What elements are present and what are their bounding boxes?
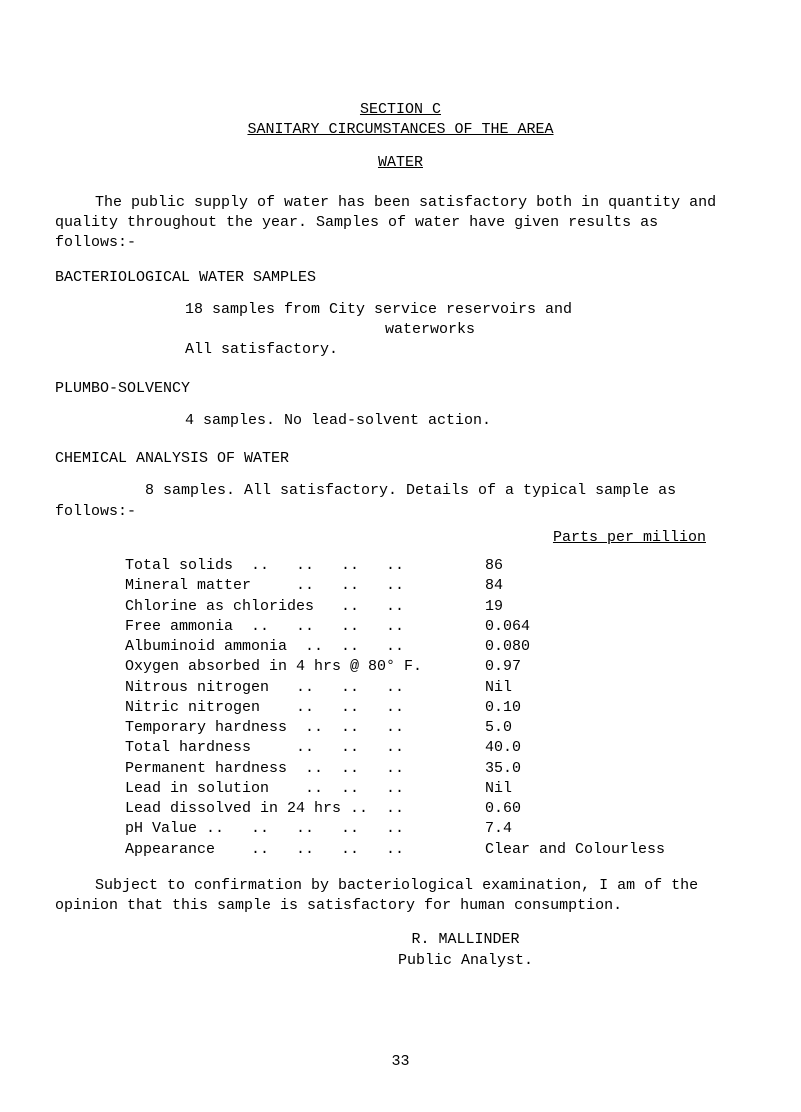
table-row: Total hardness .. .. ..40.0 xyxy=(55,738,746,758)
row-label: Temporary hardness .. .. .. xyxy=(125,718,465,738)
analyst-name: R. MALLINDER xyxy=(185,930,746,950)
row-value: 7.4 xyxy=(465,819,746,839)
plumbo-block: 4 samples. No lead-solvent action. xyxy=(55,411,746,431)
row-value: 84 xyxy=(465,576,746,596)
table-row: pH Value .. .. .. .. ..7.4 xyxy=(55,819,746,839)
row-label: Chlorine as chlorides .. .. xyxy=(125,597,465,617)
row-value: 40.0 xyxy=(465,738,746,758)
row-label: Lead in solution .. .. .. xyxy=(125,779,465,799)
row-label: Oxygen absorbed in 4 hrs @ 80° F. xyxy=(125,657,465,677)
table-row: Lead dissolved in 24 hrs .. ..0.60 xyxy=(55,799,746,819)
row-value: 35.0 xyxy=(465,759,746,779)
row-value: 0.064 xyxy=(465,617,746,637)
analyst-title: Public Analyst. xyxy=(185,951,746,971)
analysis-table: Total solids .. .. .. ..86Mineral matter… xyxy=(55,556,746,860)
table-row: Mineral matter .. .. ..84 xyxy=(55,576,746,596)
row-label: Mineral matter .. .. .. xyxy=(125,576,465,596)
bacteriological-block: 18 samples from City service reservoirs … xyxy=(55,300,746,361)
chemical-follows: follows:- xyxy=(55,503,136,520)
row-label: Total solids .. .. .. .. xyxy=(125,556,465,576)
row-value: 0.10 xyxy=(465,698,746,718)
page-number: 33 xyxy=(391,1052,409,1072)
bact-line-1: 18 samples from City service reservoirs … xyxy=(185,300,746,320)
row-value: 5.0 xyxy=(465,718,746,738)
table-row: Free ammonia .. .. .. ..0.064 xyxy=(55,617,746,637)
chemical-heading: CHEMICAL ANALYSIS OF WATER xyxy=(55,449,746,469)
row-value: 86 xyxy=(465,556,746,576)
section-label: SECTION C xyxy=(360,101,441,118)
row-label: Nitric nitrogen .. .. .. xyxy=(125,698,465,718)
row-label: Permanent hardness .. .. .. xyxy=(125,759,465,779)
table-row: Nitric nitrogen .. .. ..0.10 xyxy=(55,698,746,718)
table-header: Parts per million xyxy=(55,528,746,548)
table-row: Temporary hardness .. .. ..5.0 xyxy=(55,718,746,738)
bacteriological-heading: BACTERIOLOGICAL WATER SAMPLES xyxy=(55,268,746,288)
row-label: Total hardness .. .. .. xyxy=(125,738,465,758)
chemical-line-1: 8 samples. All satisfactory. Details of … xyxy=(55,482,676,499)
chemical-intro-block: 8 samples. All satisfactory. Details of … xyxy=(55,481,746,522)
table-row: Permanent hardness .. .. ..35.0 xyxy=(55,759,746,779)
table-row: Chlorine as chlorides .. ..19 xyxy=(55,597,746,617)
table-row: Lead in solution .. .. ..Nil xyxy=(55,779,746,799)
row-value: 0.97 xyxy=(465,657,746,677)
row-label: Free ammonia .. .. .. .. xyxy=(125,617,465,637)
row-value: Nil xyxy=(465,779,746,799)
table-row: Albuminoid ammonia .. .. ..0.080 xyxy=(55,637,746,657)
row-label: Appearance .. .. .. .. xyxy=(125,840,465,860)
row-label: Albuminoid ammonia .. .. .. xyxy=(125,637,465,657)
row-label: Nitrous nitrogen .. .. .. xyxy=(125,678,465,698)
row-value: Clear and Colourless xyxy=(465,840,746,860)
table-row: Oxygen absorbed in 4 hrs @ 80° F.0.97 xyxy=(55,657,746,677)
document-title: SANITARY CIRCUMSTANCES OF THE AREA xyxy=(247,121,553,138)
conclusion-paragraph: Subject to confirmation by bacteriologic… xyxy=(55,876,746,917)
table-row: Nitrous nitrogen .. .. ..Nil xyxy=(55,678,746,698)
row-value: Nil xyxy=(465,678,746,698)
intro-paragraph: The public supply of water has been sati… xyxy=(55,193,746,254)
water-heading: WATER xyxy=(55,153,746,173)
plumbo-heading: PLUMBO-SOLVENCY xyxy=(55,379,746,399)
row-label: pH Value .. .. .. .. .. xyxy=(125,819,465,839)
row-label: Lead dissolved in 24 hrs .. .. xyxy=(125,799,465,819)
plumbo-line: 4 samples. No lead-solvent action. xyxy=(185,411,746,431)
table-row: Appearance .. .. .. ..Clear and Colourle… xyxy=(55,840,746,860)
row-value: 19 xyxy=(465,597,746,617)
document-heading: SECTION C SANITARY CIRCUMSTANCES OF THE … xyxy=(55,100,746,173)
analyst-signature: R. MALLINDER Public Analyst. xyxy=(55,930,746,971)
bact-line-2: waterworks xyxy=(185,320,746,340)
bact-line-3: All satisfactory. xyxy=(185,340,746,360)
table-row: Total solids .. .. .. ..86 xyxy=(55,556,746,576)
row-value: 0.080 xyxy=(465,637,746,657)
row-value: 0.60 xyxy=(465,799,746,819)
